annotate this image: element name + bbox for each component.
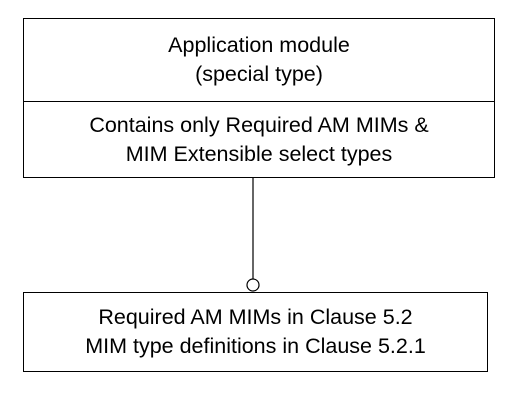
reference-box: Required AM MIMs in Clause 5.2 MIM type … — [23, 292, 488, 372]
reference-line-1: Required AM MIMs in Clause 5.2 — [98, 305, 413, 329]
application-module-divider — [24, 101, 494, 102]
application-module-title: Application module — [168, 33, 350, 57]
application-module-header: Application module (special type) — [24, 19, 494, 101]
application-module-subtitle: (special type) — [195, 62, 323, 86]
reference-line-2: MIM type definitions in Clause 5.2.1 — [85, 334, 426, 358]
application-module-box: Application module (special type) Contai… — [23, 18, 495, 178]
application-module-body-line-2: MIM Extensible select types — [125, 142, 393, 166]
connector-end-circle — [246, 278, 260, 292]
application-module-body: Contains only Required AM MIMs & MIM Ext… — [24, 102, 494, 178]
application-module-body-line-1: Contains only Required AM MIMs & — [89, 113, 429, 137]
